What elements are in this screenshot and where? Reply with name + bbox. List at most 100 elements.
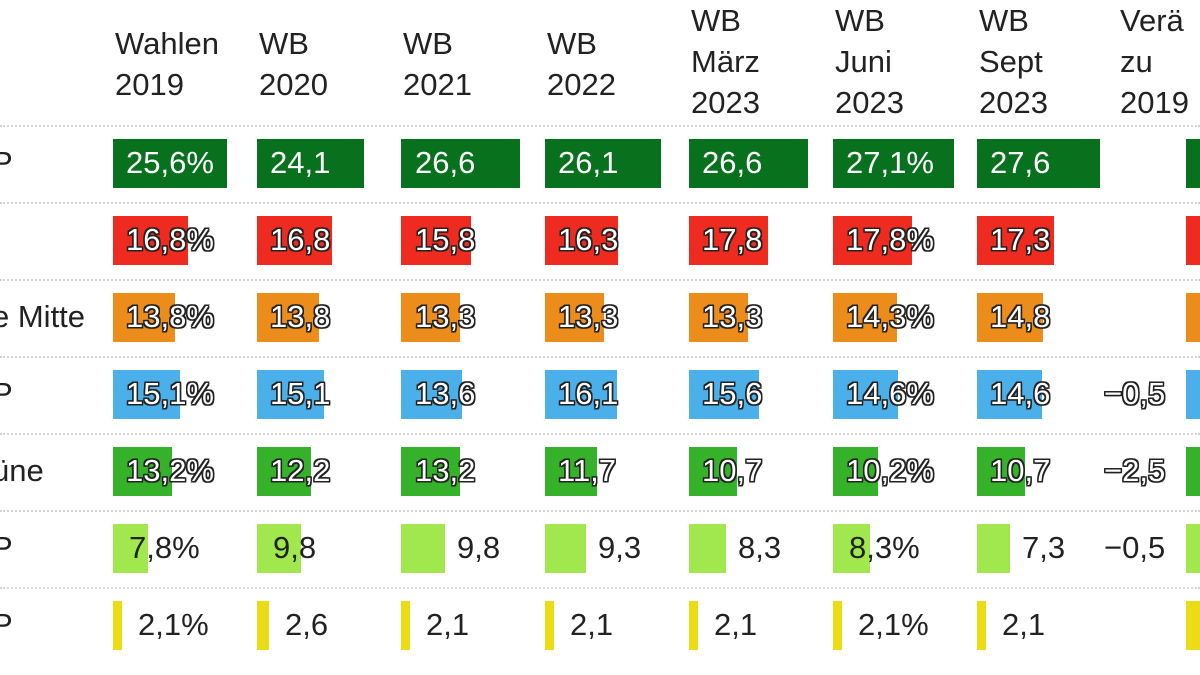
change-bar xyxy=(1186,216,1200,265)
bar-value-label: 9,8 xyxy=(273,530,317,565)
bar-value-label: 13,8 xyxy=(270,299,331,334)
bar xyxy=(545,370,617,419)
bar xyxy=(257,601,269,650)
party-label: P xyxy=(0,607,13,642)
bar xyxy=(833,216,912,265)
column-header-line: WB xyxy=(835,3,885,38)
bar xyxy=(257,524,301,573)
bar xyxy=(833,370,898,419)
party-label: P xyxy=(0,145,13,180)
bar xyxy=(401,370,462,419)
bar xyxy=(113,370,180,419)
bar-value-label: 27,1% xyxy=(846,145,934,180)
column-header-line: 2022 xyxy=(547,67,616,102)
column-header-line: 2021 xyxy=(403,67,472,102)
bar-value-label: 17,3 xyxy=(990,222,1051,257)
party-label: e Mitte xyxy=(0,299,86,334)
column-header-line: 2023 xyxy=(691,85,760,120)
bar-value-label: 26,1 xyxy=(558,145,619,180)
bar xyxy=(401,447,460,496)
bar-value-label: 8,3 xyxy=(738,530,782,565)
bar xyxy=(257,293,319,342)
bar-value-label: 7,8% xyxy=(129,530,200,565)
bar-value-label: 12,2 xyxy=(270,453,331,488)
change-bar xyxy=(1186,139,1200,188)
bar xyxy=(833,447,878,496)
bar xyxy=(545,216,618,265)
row-separator xyxy=(0,433,1200,435)
column-header-line: 2023 xyxy=(835,85,904,120)
bar-value-label: 26,6 xyxy=(415,145,476,180)
bar-value-label: 2,1 xyxy=(426,607,470,642)
bar xyxy=(689,370,759,419)
bar-value-label: 15,1% xyxy=(126,376,214,411)
bar-value-label: 16,8 xyxy=(270,222,331,257)
bar xyxy=(545,293,604,342)
party-label: P xyxy=(0,376,13,411)
bar-value-label: 26,6 xyxy=(702,145,763,180)
change-bar xyxy=(1186,447,1200,496)
column-header-line: Verä xyxy=(1120,3,1184,38)
bar-value-label: 16,8% xyxy=(126,222,214,257)
bar-value-label: 2,1 xyxy=(1002,607,1046,642)
bar xyxy=(977,601,986,650)
bar xyxy=(689,524,726,573)
bar xyxy=(401,293,460,342)
change-bar xyxy=(1186,524,1200,573)
bar-value-label: 13,3 xyxy=(558,299,619,334)
column-header-line: 2023 xyxy=(979,85,1048,120)
bar-value-label: 9,3 xyxy=(598,530,642,565)
column-header-line: WB xyxy=(259,26,309,61)
bar xyxy=(545,601,554,650)
bar xyxy=(113,216,188,265)
row-separator xyxy=(0,510,1200,512)
row-separator xyxy=(0,587,1200,589)
bar xyxy=(401,216,471,265)
bar xyxy=(977,447,1025,496)
bar xyxy=(401,601,410,650)
bar-value-label: 14,8 xyxy=(990,299,1051,334)
bar-value-label: 16,3 xyxy=(558,222,619,257)
bar-value-label: 10,2% xyxy=(846,453,934,488)
column-header-line: WB xyxy=(403,26,453,61)
bar xyxy=(977,370,1042,419)
bar-value-label: 16,1 xyxy=(558,376,619,411)
bar-value-label: 10,7 xyxy=(702,453,763,488)
change-bar xyxy=(1186,293,1200,342)
bar-value-label: 14,3% xyxy=(846,299,934,334)
bar xyxy=(257,139,364,188)
party-label: P xyxy=(0,530,13,565)
bar xyxy=(545,139,661,188)
bar-value-label: 15,1 xyxy=(270,376,331,411)
bar-value-label: 13,2 xyxy=(415,453,476,488)
bar xyxy=(257,370,324,419)
bar xyxy=(113,293,175,342)
bar xyxy=(545,524,586,573)
bar xyxy=(257,447,311,496)
row-separator xyxy=(0,202,1200,204)
bar xyxy=(113,447,172,496)
bar-value-label: 15,6 xyxy=(702,376,763,411)
bar xyxy=(689,293,748,342)
column-header-line: zu xyxy=(1120,44,1153,79)
row-separator xyxy=(0,279,1200,281)
bar-value-label: 17,8% xyxy=(846,222,934,257)
column-header-line: Juni xyxy=(835,44,892,79)
bar-value-label: 25,6% xyxy=(126,145,214,180)
bar-value-label: 17,8 xyxy=(702,222,763,257)
bar-value-label: 2,1 xyxy=(714,607,758,642)
bar xyxy=(833,139,954,188)
bar-value-label: 13,2% xyxy=(126,453,214,488)
bar xyxy=(977,139,1100,188)
change-value-label: −0,5 xyxy=(1104,530,1166,565)
bar xyxy=(113,601,122,650)
column-header-line: WB xyxy=(979,3,1029,38)
bar-value-label: 2,1% xyxy=(138,607,209,642)
party-label: üne xyxy=(0,453,44,488)
column-header-line: 2019 xyxy=(115,67,184,102)
bar xyxy=(833,524,870,573)
bar-value-label: 24,1 xyxy=(270,145,331,180)
bar xyxy=(977,293,1043,342)
bar-value-label: 2,1% xyxy=(858,607,929,642)
